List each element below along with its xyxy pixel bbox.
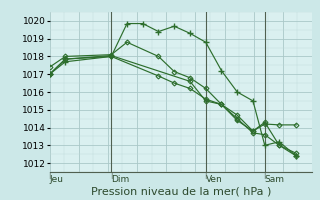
Text: |: | [110,172,112,179]
Text: |: | [264,172,266,179]
Text: Ven: Ven [206,175,222,184]
Text: |: | [204,172,207,179]
Text: Pression niveau de la mer( hPa ): Pression niveau de la mer( hPa ) [91,186,271,196]
Text: Dim: Dim [111,175,130,184]
Text: Jeu: Jeu [50,175,64,184]
Text: |: | [48,172,51,179]
Text: Sam: Sam [265,175,285,184]
